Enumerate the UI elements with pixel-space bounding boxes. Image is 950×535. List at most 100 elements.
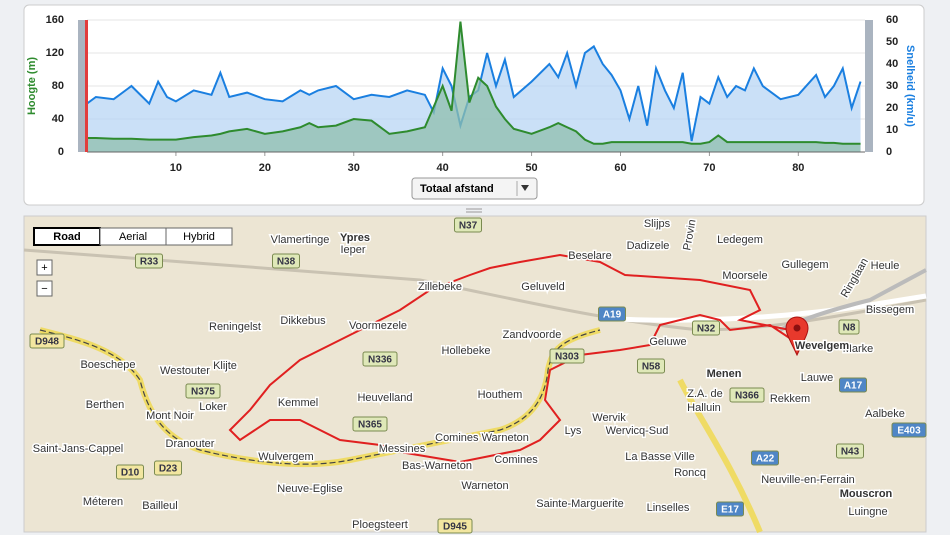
road bbox=[23, 248, 927, 332]
place-label: Z.A. de bbox=[687, 388, 722, 400]
y2-tick-label: 30 bbox=[886, 80, 898, 92]
place-label: Wervik bbox=[592, 412, 626, 424]
location-pin[interactable] bbox=[785, 316, 809, 357]
position-marker bbox=[85, 20, 88, 152]
x-selector-label[interactable]: Totaal afstand bbox=[420, 183, 494, 195]
place-label: Warneton bbox=[461, 480, 508, 492]
place-label: Dadizele bbox=[627, 240, 670, 252]
view-button-label[interactable]: Hybrid bbox=[183, 231, 215, 243]
road-number: N303 bbox=[555, 352, 579, 363]
road-shield bbox=[29, 333, 65, 349]
x-tick-label: 60 bbox=[614, 162, 626, 174]
place-label: Menen bbox=[707, 368, 742, 380]
place-label: Wevelgem bbox=[795, 340, 849, 352]
place-label: Ledegem bbox=[717, 234, 763, 246]
y-tick-label: 0 bbox=[58, 146, 64, 158]
area-fill bbox=[87, 21, 861, 153]
road-shield bbox=[751, 450, 779, 466]
place-label: La Basse Ville bbox=[625, 451, 695, 463]
place-label: Loker bbox=[199, 401, 227, 413]
zoom-button[interactable] bbox=[36, 280, 53, 297]
y2-tick-label: 10 bbox=[886, 124, 898, 136]
place-label: Luingne bbox=[848, 506, 887, 518]
road-shield bbox=[437, 518, 473, 534]
road-shield bbox=[838, 319, 860, 335]
place-label: Beselare bbox=[568, 250, 611, 262]
view-button-label[interactable]: Road bbox=[53, 231, 81, 243]
road-shield bbox=[836, 443, 864, 459]
road-number: N336 bbox=[368, 355, 392, 366]
road-shield bbox=[729, 387, 765, 403]
x-tick-label: 30 bbox=[348, 162, 360, 174]
place-label: Westouter bbox=[160, 365, 210, 377]
border bbox=[677, 378, 763, 534]
road-number: N37 bbox=[459, 221, 478, 232]
place-label: Linselles bbox=[647, 502, 690, 514]
road-shield bbox=[185, 383, 221, 399]
road-shield bbox=[272, 253, 300, 269]
place-label: Lauwe bbox=[801, 372, 833, 384]
zoom-label[interactable]: − bbox=[41, 283, 47, 295]
border-line bbox=[39, 329, 601, 465]
road-shield bbox=[362, 351, 398, 367]
x-selector[interactable] bbox=[411, 177, 538, 200]
place-label: Neuville-en-Ferrain bbox=[761, 474, 855, 486]
place-label: Neuve-Eglise bbox=[277, 483, 342, 495]
road-shield bbox=[116, 464, 144, 480]
place-label: Ploegsteert bbox=[352, 519, 408, 531]
place-label: Voormezele bbox=[349, 320, 407, 332]
road-number: R33 bbox=[140, 257, 159, 268]
place-label: Boeschepe bbox=[80, 359, 135, 371]
y-tick-label: 120 bbox=[46, 47, 64, 59]
view-button[interactable] bbox=[165, 227, 233, 246]
x-tick-label: 70 bbox=[703, 162, 715, 174]
place-label: Hollebeke bbox=[442, 345, 491, 357]
right-strip bbox=[865, 20, 873, 152]
y-tick-label: 160 bbox=[46, 14, 64, 26]
place-label: Bas-Warneton bbox=[402, 460, 472, 472]
place-label: Lys bbox=[565, 425, 582, 437]
zoom-button[interactable] bbox=[36, 259, 53, 276]
road-shield bbox=[135, 253, 163, 269]
road-number: N365 bbox=[358, 420, 382, 431]
place-label: Ieper bbox=[340, 244, 365, 256]
place-label: Bailleul bbox=[142, 500, 177, 512]
place-label: Mont Noir bbox=[146, 410, 194, 422]
resize-handle[interactable] bbox=[466, 208, 482, 213]
place-label: Halluin bbox=[687, 402, 721, 414]
y2-tick-label: 60 bbox=[886, 14, 898, 26]
road-number: E17 bbox=[721, 505, 739, 516]
road-shield bbox=[598, 306, 626, 322]
road-number: E403 bbox=[897, 426, 921, 437]
area-line bbox=[86, 44, 862, 142]
x-tick-label: 50 bbox=[525, 162, 537, 174]
place-label: Bissegem bbox=[866, 304, 914, 316]
place-label: Moorsele bbox=[722, 270, 767, 282]
place-label: Marke bbox=[843, 343, 874, 355]
place-label: Mouscron bbox=[840, 488, 893, 500]
left-strip bbox=[78, 20, 87, 152]
view-button-label[interactable]: Aerial bbox=[119, 231, 147, 243]
road-number: N38 bbox=[277, 257, 296, 268]
area-line bbox=[87, 21, 861, 145]
place-label: Reningelst bbox=[209, 321, 261, 333]
place-label: Wervicq-Sud bbox=[606, 425, 669, 437]
route bbox=[228, 253, 801, 464]
place-label: Wulvergem bbox=[258, 451, 313, 463]
road-number: D945 bbox=[443, 522, 467, 533]
dropdown-arrow[interactable] bbox=[521, 185, 529, 191]
road-number: A19 bbox=[603, 310, 622, 321]
road-number: D23 bbox=[159, 464, 178, 475]
place-label: Dranouter bbox=[166, 438, 215, 450]
road-shield bbox=[839, 377, 867, 393]
place-label: Roncq bbox=[674, 467, 706, 479]
road-number: N32 bbox=[697, 324, 716, 335]
map[interactable] bbox=[23, 215, 927, 534]
map-background bbox=[23, 215, 927, 533]
place-label: Geluveld bbox=[521, 281, 564, 293]
zoom-label[interactable]: + bbox=[41, 262, 47, 274]
y2-axis-title: Snelheid (km/u) bbox=[904, 45, 916, 127]
place-label: Comines Warneton bbox=[435, 432, 529, 444]
place-label: Geluwe bbox=[649, 336, 686, 348]
x-tick-label: 20 bbox=[259, 162, 271, 174]
